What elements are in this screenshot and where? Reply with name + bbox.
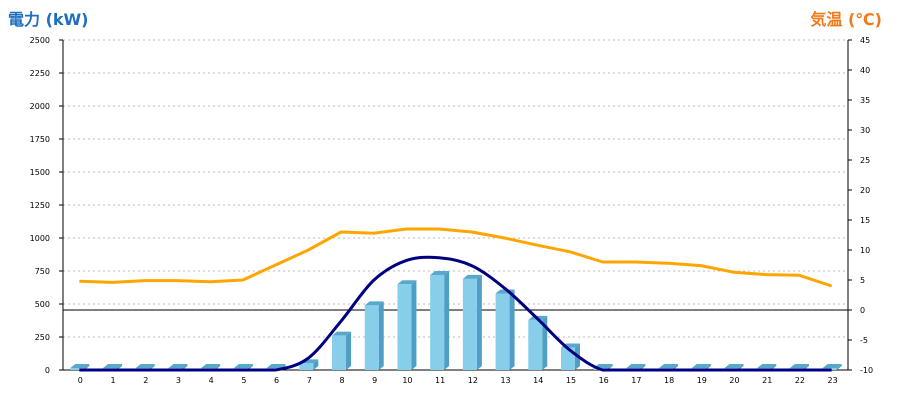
x-tick-label: 6 <box>274 376 279 385</box>
bar-side <box>411 280 417 370</box>
x-tick-label: 16 <box>599 376 609 385</box>
right-tick-label: 10 <box>860 246 870 255</box>
bar-top <box>168 364 188 368</box>
bar <box>332 335 347 370</box>
bar-top <box>659 364 679 368</box>
left-axis-title: 電力 (kW) <box>8 10 89 29</box>
left-tick-label: 2000 <box>30 102 50 111</box>
x-tick-label: 12 <box>468 376 478 385</box>
left-tick-label: 500 <box>35 300 50 309</box>
x-tick-label: 4 <box>209 376 214 385</box>
left-tick-label: 1250 <box>30 201 50 210</box>
bar <box>495 293 510 370</box>
bar <box>299 363 314 370</box>
x-tick-label: 7 <box>307 376 312 385</box>
right-tick-label: -10 <box>860 366 873 375</box>
right-tick-label: 20 <box>860 186 870 195</box>
x-tick-label: 5 <box>241 376 246 385</box>
left-tick-label: 1500 <box>30 168 50 177</box>
right-axis-title: 気温 (℃) <box>810 10 882 29</box>
bar <box>70 368 85 370</box>
bar-side <box>313 359 319 370</box>
bar-top <box>201 364 221 368</box>
bar <box>528 319 543 370</box>
bar-top <box>266 364 286 368</box>
bar-top <box>822 364 842 368</box>
x-tick-label: 2 <box>143 376 148 385</box>
bar-top <box>103 364 123 368</box>
x-tick-label: 8 <box>339 376 344 385</box>
bar-top <box>332 331 352 336</box>
bar <box>462 278 477 370</box>
bar-top <box>462 274 482 279</box>
left-tick-label: 2500 <box>30 36 50 45</box>
bar-top <box>364 301 384 306</box>
x-tick-label: 22 <box>795 376 805 385</box>
left-tick-label: 1750 <box>30 135 50 144</box>
x-tick-label: 1 <box>111 376 116 385</box>
right-tick-label: 30 <box>860 126 870 135</box>
x-tick-label: 14 <box>533 376 543 385</box>
bar-top <box>430 270 450 275</box>
right-tick-label: 0 <box>860 306 865 315</box>
bar-top <box>626 364 646 368</box>
bar <box>430 274 445 370</box>
right-tick-label: 25 <box>860 156 870 165</box>
bar-top <box>691 364 711 368</box>
x-tick-label: 10 <box>402 376 412 385</box>
bar-top <box>757 364 777 368</box>
x-tick-label: 21 <box>762 376 772 385</box>
bar-side <box>444 270 450 370</box>
x-tick-label: 13 <box>500 376 510 385</box>
bar-top <box>724 364 744 368</box>
bar-top <box>70 364 90 368</box>
x-tick-label: 19 <box>697 376 707 385</box>
x-tick-label: 20 <box>729 376 739 385</box>
bar-side <box>476 274 482 370</box>
left-tick-label: 250 <box>35 333 50 342</box>
right-tick-label: 15 <box>860 216 870 225</box>
bar-top <box>233 364 253 368</box>
x-tick-label: 15 <box>566 376 576 385</box>
x-tick-label: 9 <box>372 376 377 385</box>
x-tick-label: 23 <box>828 376 838 385</box>
power-line <box>79 255 832 372</box>
right-tick-label: 35 <box>860 96 870 105</box>
bar <box>397 284 412 370</box>
right-tick-label: 40 <box>860 66 870 75</box>
temperature-line <box>79 227 833 288</box>
bar-side <box>542 315 548 370</box>
bar-top <box>135 364 155 368</box>
bar-side <box>378 301 384 370</box>
left-tick-label: 2250 <box>30 69 50 78</box>
left-tick-label: 0 <box>45 366 50 375</box>
right-tick-label: 45 <box>860 36 870 45</box>
bar-top <box>397 280 417 285</box>
left-tick-label: 1000 <box>30 234 50 243</box>
left-tick-label: 750 <box>35 267 50 276</box>
right-tick-label: -5 <box>860 336 868 345</box>
bar-side <box>346 331 352 370</box>
x-tick-label: 17 <box>631 376 641 385</box>
x-tick-label: 3 <box>176 376 181 385</box>
bar <box>364 305 379 370</box>
x-tick-label: 18 <box>664 376 674 385</box>
right-tick-label: 5 <box>860 276 865 285</box>
bar-top <box>789 364 809 368</box>
bar-side <box>509 289 515 370</box>
x-tick-label: 0 <box>78 376 83 385</box>
bar-side <box>836 364 842 370</box>
x-tick-label: 11 <box>435 376 445 385</box>
